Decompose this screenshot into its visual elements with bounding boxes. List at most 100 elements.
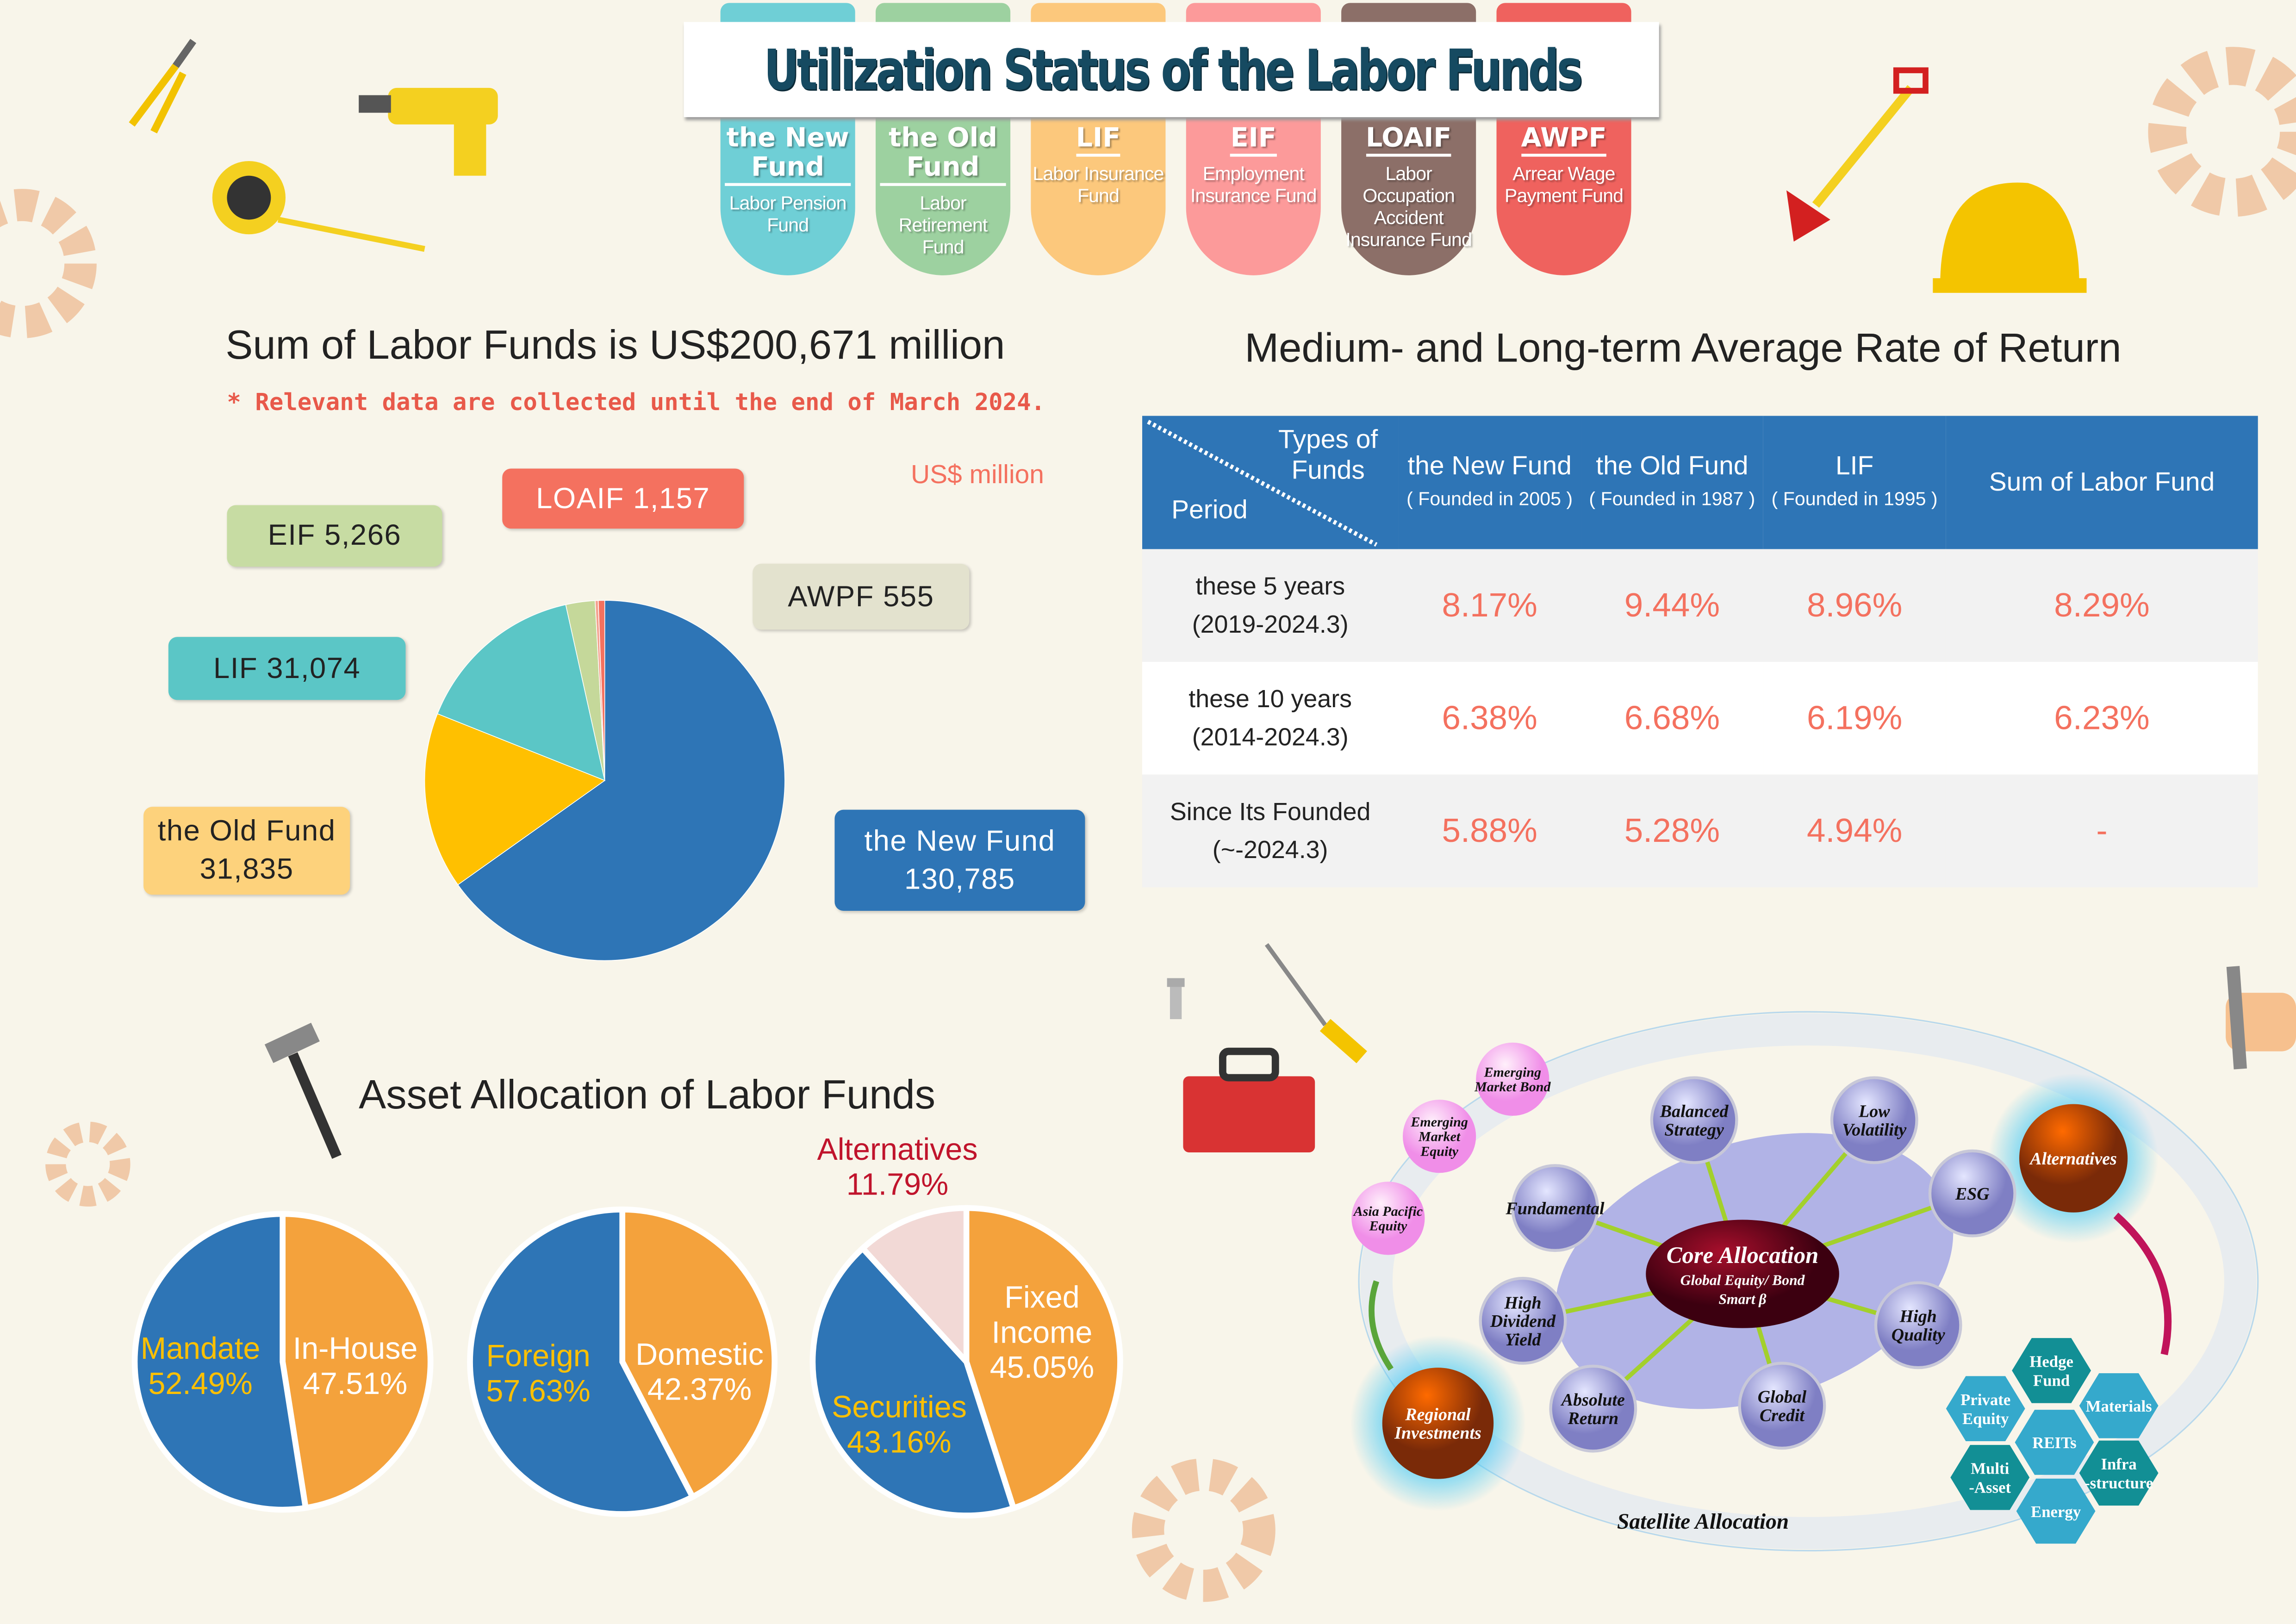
labor-funds-pie: [424, 600, 785, 961]
svg-text:Return: Return: [1567, 1409, 1618, 1428]
table-row: these 10 years (2014-2024.3) 6.38% 6.68% 6.1…: [1142, 662, 2258, 775]
svg-text:Market Bond: Market Bond: [1474, 1079, 1551, 1095]
satellite-ring: [1360, 1013, 2257, 1549]
svg-text:Market: Market: [1418, 1129, 1461, 1145]
data-note: * Relevant data are collected until the …: [227, 388, 1045, 416]
hex-energy: Energy: [2016, 1478, 2096, 1544]
toolbox-icon: [1183, 1047, 1315, 1152]
return-cell: 8.17%: [1398, 549, 1581, 662]
label-fixed-income: Fixed Income 45.05%: [989, 1281, 1095, 1386]
label-loaif: LOAIF 1,157: [502, 468, 744, 529]
return-cell: 8.96%: [1763, 549, 1946, 662]
hex-multi-asset: Multi -Asset: [1950, 1445, 2030, 1510]
svg-text:Global: Global: [1758, 1388, 1807, 1407]
page-title: Utilization Status of the Labor Funds: [763, 37, 1582, 102]
gear-icon: [0, 189, 97, 338]
col-lif: LIF( Founded in 1995 ): [1763, 416, 1946, 549]
returns-table: Types of Funds Period the New Fund( Foun…: [1142, 416, 2258, 888]
pie-slice-the-old-fund: [424, 713, 606, 885]
svg-text:Dividend: Dividend: [1490, 1312, 1556, 1331]
screw-icon: [1167, 978, 1185, 1020]
return-cell: 6.38%: [1398, 662, 1581, 775]
label-awpf: AWPF 555: [753, 564, 970, 630]
shovel-icon: [1786, 67, 1929, 242]
col-new-fund: the New Fund( Founded in 2005 ): [1398, 416, 1581, 549]
col-sum: Sum of Labor Fund: [1946, 416, 2258, 549]
label-alternatives: Alternatives 11.79%: [817, 1133, 978, 1202]
svg-text:Asia Pacific: Asia Pacific: [1353, 1203, 1423, 1219]
label-domestic: Domestic 42.37%: [635, 1338, 764, 1407]
table-row: these 5 years (2019-2024.3) 8.17% 9.44% 8.96…: [1142, 549, 2258, 662]
return-cell: 6.68%: [1580, 662, 1764, 775]
return-cell: 6.23%: [1946, 662, 2258, 775]
gear-icon: [1132, 1458, 1276, 1602]
period-cell: these 5 years (2019-2024.3): [1142, 549, 1399, 662]
diagonal-divider: [1147, 420, 1378, 547]
svg-text:Emerging: Emerging: [1484, 1064, 1542, 1080]
pliers-icon: [129, 39, 197, 134]
svg-text:ESG: ESG: [1955, 1184, 1990, 1204]
svg-text:Equity: Equity: [1962, 1410, 2009, 1428]
return-cell: 6.19%: [1763, 662, 1946, 775]
hex-reits: REITs: [2015, 1410, 2094, 1475]
svg-text:Yield: Yield: [1505, 1330, 1541, 1350]
arrow-icon: [1369, 1280, 1394, 1371]
svg-text:High: High: [1899, 1307, 1937, 1326]
corner-header: Types of Funds Period: [1142, 416, 1399, 549]
returns-title: Medium- and Long-term Average Rate of Re…: [1244, 325, 2122, 371]
svg-text:Investments: Investments: [1394, 1424, 1481, 1443]
svg-text:Equity: Equity: [1420, 1143, 1458, 1159]
pie-slice-the-new-fund: [457, 600, 785, 961]
svg-text:Fundamental: Fundamental: [1506, 1199, 1605, 1219]
hex-materials: Materials: [2079, 1373, 2159, 1438]
svg-text:-structure: -structure: [2084, 1474, 2153, 1492]
svg-text:Energy: Energy: [2031, 1503, 2081, 1521]
return-cell: 9.44%: [1580, 549, 1764, 662]
svg-text:Infra: Infra: [2101, 1455, 2136, 1473]
pie-slice-mandate: [131, 1211, 309, 1513]
period-cell: these 10 years (2014-2024.3): [1142, 662, 1399, 775]
svg-text:REITs: REITs: [2032, 1434, 2076, 1452]
svg-text:Materials: Materials: [2086, 1397, 2152, 1415]
col-old-fund: the Old Fund( Founded in 1987 ): [1580, 416, 1764, 549]
asset-title: Asset Allocation of Labor Funds: [359, 1071, 936, 1118]
svg-text:Quality: Quality: [1892, 1325, 1945, 1345]
unit-label: US$ million: [910, 460, 1044, 489]
svg-text:Global Equity/ Bond: Global Equity/ Bond: [1680, 1272, 1805, 1288]
core-node-esg: ESG: [1928, 1149, 2016, 1238]
svg-text:-Asset: -Asset: [1969, 1479, 2011, 1497]
gear-icon: [2148, 47, 2296, 217]
table-row: Since Its Founded (~-2024.3) 5.88% 5.28% 4.9…: [1142, 774, 2258, 888]
alternatives-node: Alternatives: [2019, 1104, 2128, 1213]
pie-slice-loaif: [597, 600, 605, 781]
asset-class-pie: [809, 1205, 1123, 1518]
svg-text:Fund: Fund: [2033, 1372, 2070, 1390]
label-old-fund: the Old Fund 31,835: [143, 807, 350, 895]
sum-title: Sum of Labor Funds is US$200,671 million: [225, 322, 1005, 368]
pie-slice-alternatives: [859, 1205, 970, 1369]
label-foreign: Foreign 57.63%: [486, 1339, 591, 1409]
svg-text:Strategy: Strategy: [1664, 1120, 1724, 1140]
pie-slice-fixed-income: [963, 1205, 1123, 1512]
drill-icon: [359, 87, 498, 176]
domestic-pie: [467, 1207, 778, 1517]
svg-text:Multi: Multi: [1971, 1459, 2009, 1477]
screwdriver-icon: [1264, 943, 1367, 1064]
satellite-label: Satellite Allocation: [1617, 1510, 1789, 1534]
svg-text:Volatility: Volatility: [1842, 1120, 1906, 1140]
label-lif: LIF 31,074: [168, 637, 406, 700]
core-allocation: Core Allocation Global Equity/ Bond Smart …: [1646, 1220, 1839, 1328]
gear-icon: [45, 1121, 131, 1207]
